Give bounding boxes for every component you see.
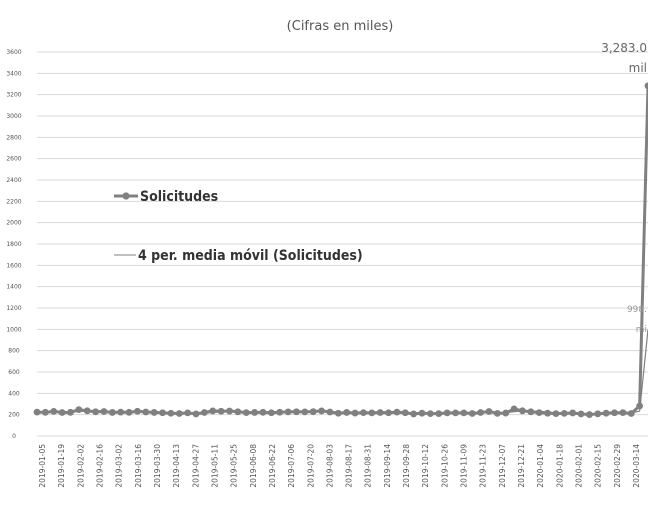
y-tick-label-2: 400 <box>8 390 20 397</box>
annotation-average-unit: mi <box>636 325 647 335</box>
x-tick-label-16: 2019-08-17 <box>345 444 354 488</box>
x-tick-label-8: 2019-04-27 <box>191 444 200 488</box>
y-tick-label-7: 1400 <box>6 284 21 291</box>
data-point-0-0 <box>33 408 41 416</box>
x-tick-label-13: 2019-07-06 <box>287 444 296 488</box>
x-tick-label-24: 2019-12-07 <box>498 444 507 488</box>
series-line-1 <box>62 329 648 415</box>
data-point-0-57 <box>510 405 518 413</box>
x-tick-label-1: 2019-01-19 <box>57 444 66 488</box>
data-point-0-12 <box>134 407 141 415</box>
data-point-0-16 <box>167 409 175 417</box>
data-point-0-60 <box>535 409 543 417</box>
y-tick-label-17: 3400 <box>6 70 21 77</box>
x-tick-label-20: 2019-10-12 <box>421 444 430 488</box>
x-tick-label-29: 2020-02-15 <box>594 444 603 488</box>
data-point-0-66 <box>586 411 593 418</box>
data-point-0-3 <box>58 409 66 416</box>
y-tick-label-6: 1200 <box>6 305 21 312</box>
data-point-0-25 <box>242 409 250 417</box>
annotation-average-value: 998. <box>627 305 647 315</box>
x-tick-label-9: 2019-05-11 <box>210 444 219 488</box>
y-tick-label-9: 1800 <box>6 241 21 248</box>
y-tick-label-5: 1000 <box>6 326 21 333</box>
x-tick-label-5: 2019-03-16 <box>134 444 143 488</box>
x-tick-label-3: 2019-02-16 <box>95 444 104 488</box>
annotation-peak: 3,283.0 mil <box>601 41 647 75</box>
y-tick-label-1: 200 <box>8 412 20 419</box>
legend-item-solicitudes: Solicitudes <box>114 189 218 205</box>
x-tick-label-6: 2019-03-30 <box>153 444 162 488</box>
data-point-0-45 <box>410 410 418 418</box>
data-point-0-9 <box>108 409 116 416</box>
data-point-0-69 <box>611 409 618 417</box>
x-tick-label-11: 2019-06-08 <box>249 444 258 488</box>
y-tick-label-16: 3200 <box>6 92 21 99</box>
legend-label-solicitudes: Solicitudes <box>140 189 218 205</box>
x-tick-label-19: 2019-09-28 <box>402 444 411 488</box>
legend-label-moving-average: 4 per. media móvil (Solicitudes) <box>138 248 363 264</box>
y-tick-label-12: 2400 <box>6 177 21 184</box>
data-point-0-61 <box>544 409 551 417</box>
x-tick-label-2: 2019-02-02 <box>76 444 85 488</box>
y-tick-label-4: 800 <box>8 348 20 355</box>
data-point-0-54 <box>485 408 493 415</box>
data-point-0-7 <box>92 408 99 416</box>
x-tick-label-26: 2020-01-04 <box>536 444 545 488</box>
x-tick-label-23: 2019-11-23 <box>479 444 488 488</box>
x-axis-ticks: 2019-01-05 2019-01-19 2019-02-02 2019-02-16… <box>38 444 641 488</box>
x-tick-label-17: 2019-08-31 <box>364 444 373 488</box>
y-tick-label-15: 3000 <box>6 113 21 120</box>
annotation-peak-unit: mil <box>629 61 647 75</box>
x-tick-label-18: 2019-09-14 <box>383 444 392 488</box>
chart-title: (Cifras en miles) <box>287 19 394 34</box>
y-tick-label-8: 1600 <box>6 262 21 269</box>
y-tick-label-10: 2000 <box>6 220 21 227</box>
legend-marker-solicitudes <box>122 192 130 200</box>
x-tick-label-30: 2020-02-29 <box>613 444 622 488</box>
y-tick-label-0: 0 <box>12 433 16 440</box>
y-tick-label-11: 2200 <box>6 198 21 205</box>
x-tick-label-27: 2020-01-18 <box>555 444 564 488</box>
legend-item-moving-average: 4 per. media móvil (Solicitudes) <box>114 248 363 264</box>
legend: Solicitudes 4 per. media móvil (Solicitu… <box>114 189 363 264</box>
data-point-0-34 <box>318 407 325 415</box>
x-tick-label-22: 2019-11-09 <box>460 444 469 488</box>
data-point-0-62 <box>552 410 560 417</box>
x-tick-label-4: 2019-03-02 <box>115 444 124 488</box>
data-point-0-55 <box>493 409 501 417</box>
x-tick-label-31: 2020-03-14 <box>632 444 641 488</box>
x-tick-label-10: 2019-05-25 <box>230 444 239 488</box>
x-tick-label-12: 2019-06-22 <box>268 444 277 488</box>
gridlines <box>37 51 648 437</box>
x-tick-label-0: 2019-01-05 <box>38 444 47 488</box>
annotation-peak-value: 3,283.0 <box>601 41 647 55</box>
data-point-0-1 <box>41 408 49 416</box>
x-tick-label-15: 2019-08-03 <box>325 444 334 488</box>
data-point-0-22 <box>217 407 225 415</box>
series-layer <box>33 82 648 418</box>
x-tick-label-7: 2019-04-13 <box>172 444 181 488</box>
data-point-0-36 <box>334 409 342 417</box>
data-point-0-73 <box>644 82 648 90</box>
data-point-0-68 <box>602 409 610 417</box>
annotation-average: 998. mi <box>627 305 647 335</box>
y-tick-label-13: 2600 <box>6 156 21 163</box>
x-tick-label-21: 2019-10-26 <box>440 444 449 488</box>
y-tick-label-3: 600 <box>8 369 20 376</box>
y-tick-label-18: 3600 <box>6 49 21 56</box>
data-point-0-20 <box>200 409 208 416</box>
x-tick-label-14: 2019-07-20 <box>306 444 315 488</box>
x-tick-label-28: 2020-02-01 <box>575 444 584 488</box>
data-point-0-2 <box>50 407 58 415</box>
y-tick-label-14: 2800 <box>6 134 21 141</box>
x-tick-label-25: 2019-12-21 <box>517 444 526 488</box>
y-axis-ticks: 0 200 400 600 800 1000 1200 1400 1600 1800 2000 220… <box>6 49 21 440</box>
